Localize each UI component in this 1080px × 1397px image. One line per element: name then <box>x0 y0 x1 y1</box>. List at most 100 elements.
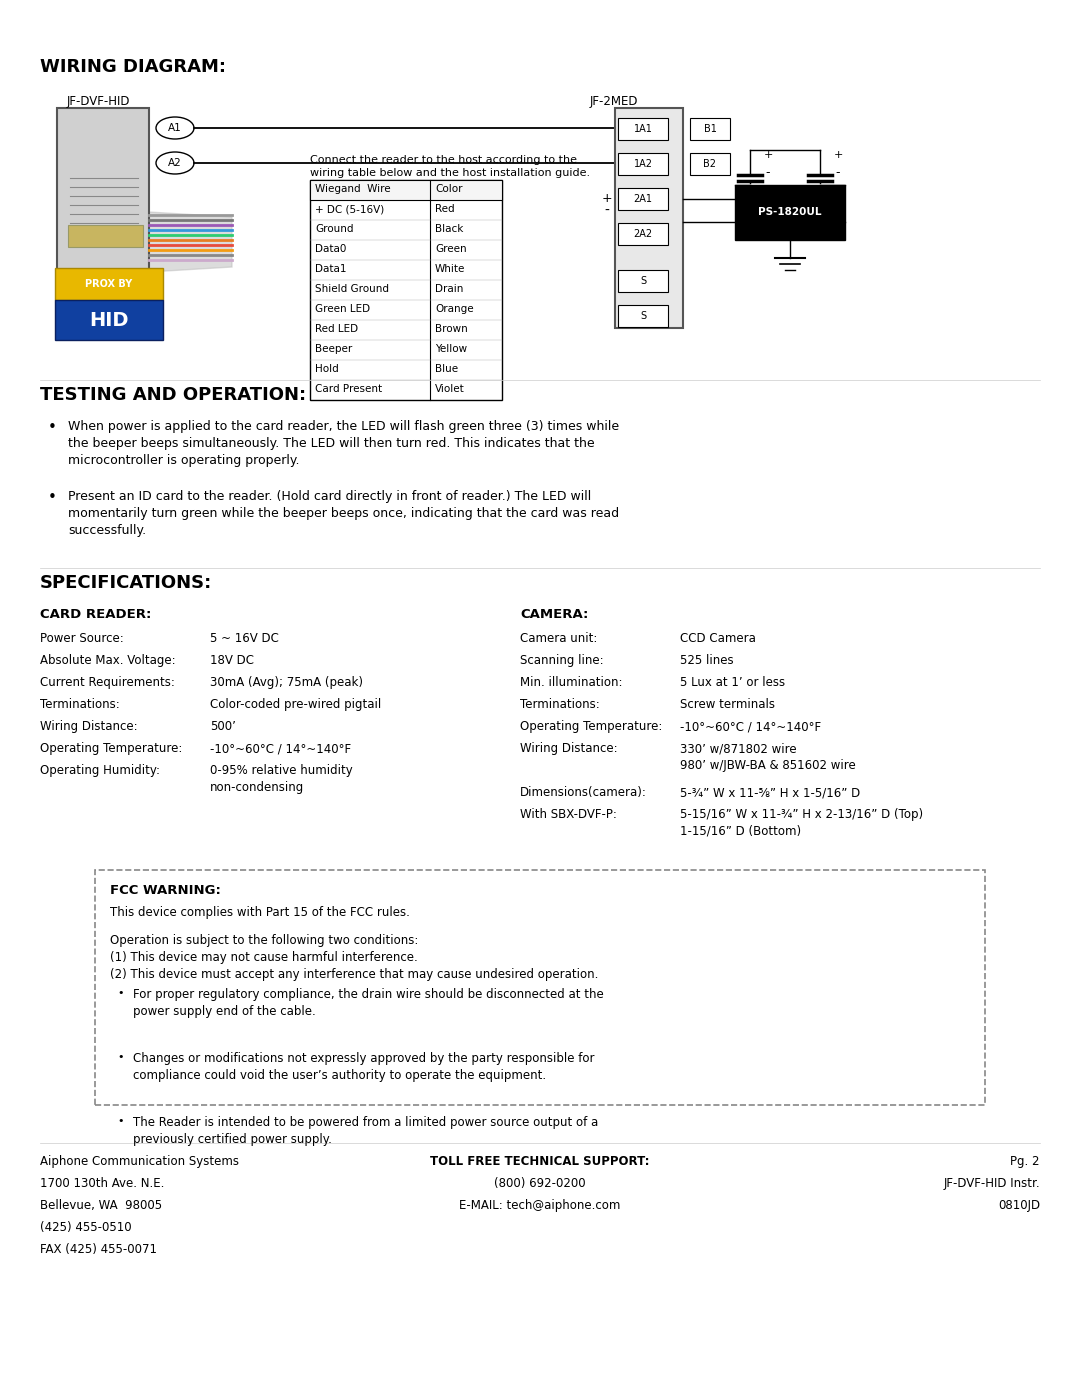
Text: 2A1: 2A1 <box>634 194 652 204</box>
Text: Hold: Hold <box>315 365 339 374</box>
Text: -10°~60°C / 14°~140°F: -10°~60°C / 14°~140°F <box>210 742 351 754</box>
Bar <box>618 117 669 140</box>
Text: -: - <box>836 166 840 179</box>
Text: Wiring Distance:: Wiring Distance: <box>40 719 137 733</box>
Bar <box>618 270 669 292</box>
Text: B1: B1 <box>703 124 716 134</box>
Text: 525 lines: 525 lines <box>680 654 733 666</box>
Text: Terminations:: Terminations: <box>40 698 120 711</box>
Text: S: S <box>640 312 646 321</box>
Text: Red: Red <box>435 204 455 214</box>
Text: PROX BY: PROX BY <box>85 279 133 289</box>
Circle shape <box>94 138 112 156</box>
Text: Current Requirements:: Current Requirements: <box>40 676 175 689</box>
Text: 5-¾” W x 11-⅝” H x 1-5/16” D: 5-¾” W x 11-⅝” H x 1-5/16” D <box>680 787 861 799</box>
Text: White: White <box>435 264 465 274</box>
Text: FAX (425) 455-0071: FAX (425) 455-0071 <box>40 1243 157 1256</box>
Text: Color-coded pre-wired pigtail: Color-coded pre-wired pigtail <box>210 698 381 711</box>
Text: (800) 692-0200: (800) 692-0200 <box>495 1178 585 1190</box>
Text: 500’: 500’ <box>210 719 235 733</box>
Text: For proper regulatory compliance, the drain wire should be disconnected at the
p: For proper regulatory compliance, the dr… <box>133 988 604 1018</box>
Text: Connect the reader to the host according to the
wiring table below and the host : Connect the reader to the host according… <box>310 155 590 179</box>
Text: FCC WARNING:: FCC WARNING: <box>110 884 221 897</box>
Text: 18V DC: 18V DC <box>210 654 254 666</box>
Text: Present an ID card to the reader. (Hold card directly in front of reader.) The L: Present an ID card to the reader. (Hold … <box>68 490 619 536</box>
Bar <box>55 268 163 300</box>
Text: Drain: Drain <box>435 284 463 293</box>
Text: Operating Temperature:: Operating Temperature: <box>40 742 183 754</box>
Text: Operation is subject to the following two conditions:
(1) This device may not ca: Operation is subject to the following tw… <box>110 935 598 981</box>
Text: +: + <box>602 193 612 205</box>
Bar <box>618 305 669 327</box>
Text: WIRING DIAGRAM:: WIRING DIAGRAM: <box>40 59 226 75</box>
Text: A1: A1 <box>168 123 181 133</box>
Text: CARD READER:: CARD READER: <box>40 608 151 622</box>
Text: 5 ~ 16V DC: 5 ~ 16V DC <box>210 631 279 645</box>
Text: Terminations:: Terminations: <box>519 698 599 711</box>
Text: Data0: Data0 <box>315 244 347 254</box>
Text: Min. illumination:: Min. illumination: <box>519 676 622 689</box>
Ellipse shape <box>156 117 194 138</box>
Text: + DC (5-16V): + DC (5-16V) <box>315 204 384 214</box>
Text: Card Present: Card Present <box>315 384 382 394</box>
Bar <box>310 180 502 200</box>
Bar <box>310 180 502 400</box>
Text: Screw terminals: Screw terminals <box>680 698 775 711</box>
Text: +: + <box>764 149 772 161</box>
Text: Blue: Blue <box>435 365 458 374</box>
Text: SPECIFICATIONS:: SPECIFICATIONS: <box>40 574 213 592</box>
Bar <box>690 117 730 140</box>
Text: •: • <box>117 1052 123 1062</box>
Text: Red LED: Red LED <box>315 324 359 334</box>
Text: Bellevue, WA  98005: Bellevue, WA 98005 <box>40 1199 162 1213</box>
Ellipse shape <box>156 152 194 175</box>
Text: •: • <box>48 490 57 504</box>
Text: 30mA (Avg); 75mA (peak): 30mA (Avg); 75mA (peak) <box>210 676 363 689</box>
Text: With SBX-DVF-P:: With SBX-DVF-P: <box>519 807 617 821</box>
Text: 1A2: 1A2 <box>634 159 652 169</box>
Text: 5 Lux at 1’ or less: 5 Lux at 1’ or less <box>680 676 785 689</box>
Text: Aiphone Communication Systems: Aiphone Communication Systems <box>40 1155 239 1168</box>
Text: Orange: Orange <box>435 305 474 314</box>
Bar <box>618 189 669 210</box>
Bar <box>618 224 669 244</box>
Text: CAMERA:: CAMERA: <box>519 608 589 622</box>
Text: (425) 455-0510: (425) 455-0510 <box>40 1221 132 1234</box>
Text: Violet: Violet <box>435 384 464 394</box>
Text: Changes or modifications not expressly approved by the party responsible for
com: Changes or modifications not expressly a… <box>133 1052 594 1083</box>
Text: 1700 130th Ave. N.E.: 1700 130th Ave. N.E. <box>40 1178 164 1190</box>
Polygon shape <box>149 212 232 272</box>
Bar <box>615 108 683 328</box>
Bar <box>618 154 669 175</box>
Text: Wiring Distance:: Wiring Distance: <box>519 742 618 754</box>
Text: Dimensions(camera):: Dimensions(camera): <box>519 787 647 799</box>
Text: Shield Ground: Shield Ground <box>315 284 389 293</box>
Text: This device complies with Part 15 of the FCC rules.: This device complies with Part 15 of the… <box>110 907 410 919</box>
Text: HID: HID <box>90 310 129 330</box>
Text: S: S <box>640 277 646 286</box>
Text: Scanning line:: Scanning line: <box>519 654 604 666</box>
Text: JF-DVF-HID: JF-DVF-HID <box>67 95 131 108</box>
Text: Black: Black <box>435 224 463 235</box>
Text: Power Source:: Power Source: <box>40 631 124 645</box>
Bar <box>55 300 163 339</box>
Text: 0-95% relative humidity
non-condensing: 0-95% relative humidity non-condensing <box>210 764 353 793</box>
Bar <box>95 870 985 1105</box>
Text: Absolute Max. Voltage:: Absolute Max. Voltage: <box>40 654 176 666</box>
Text: When power is applied to the card reader, the LED will flash green three (3) tim: When power is applied to the card reader… <box>68 420 619 467</box>
Text: 5-15/16” W x 11-¾” H x 2-13/16” D (Top)
1-15/16” D (Bottom): 5-15/16” W x 11-¾” H x 2-13/16” D (Top) … <box>680 807 923 838</box>
Text: Pg. 2: Pg. 2 <box>1011 1155 1040 1168</box>
Text: TOLL FREE TECHNICAL SUPPORT:: TOLL FREE TECHNICAL SUPPORT: <box>430 1155 650 1168</box>
Text: CCD Camera: CCD Camera <box>680 631 756 645</box>
Text: •: • <box>117 988 123 997</box>
Text: JF-DVF-HID Instr.: JF-DVF-HID Instr. <box>943 1178 1040 1190</box>
Text: E-MAIL: tech@aiphone.com: E-MAIL: tech@aiphone.com <box>459 1199 621 1213</box>
Text: •: • <box>117 1116 123 1126</box>
Text: Operating Humidity:: Operating Humidity: <box>40 764 160 777</box>
Circle shape <box>85 130 121 166</box>
Text: A2: A2 <box>168 158 181 168</box>
Text: Operating Temperature:: Operating Temperature: <box>519 719 662 733</box>
Text: Wiegand  Wire: Wiegand Wire <box>315 184 391 194</box>
Text: Brown: Brown <box>435 324 468 334</box>
Text: JF-2MED: JF-2MED <box>590 95 638 108</box>
